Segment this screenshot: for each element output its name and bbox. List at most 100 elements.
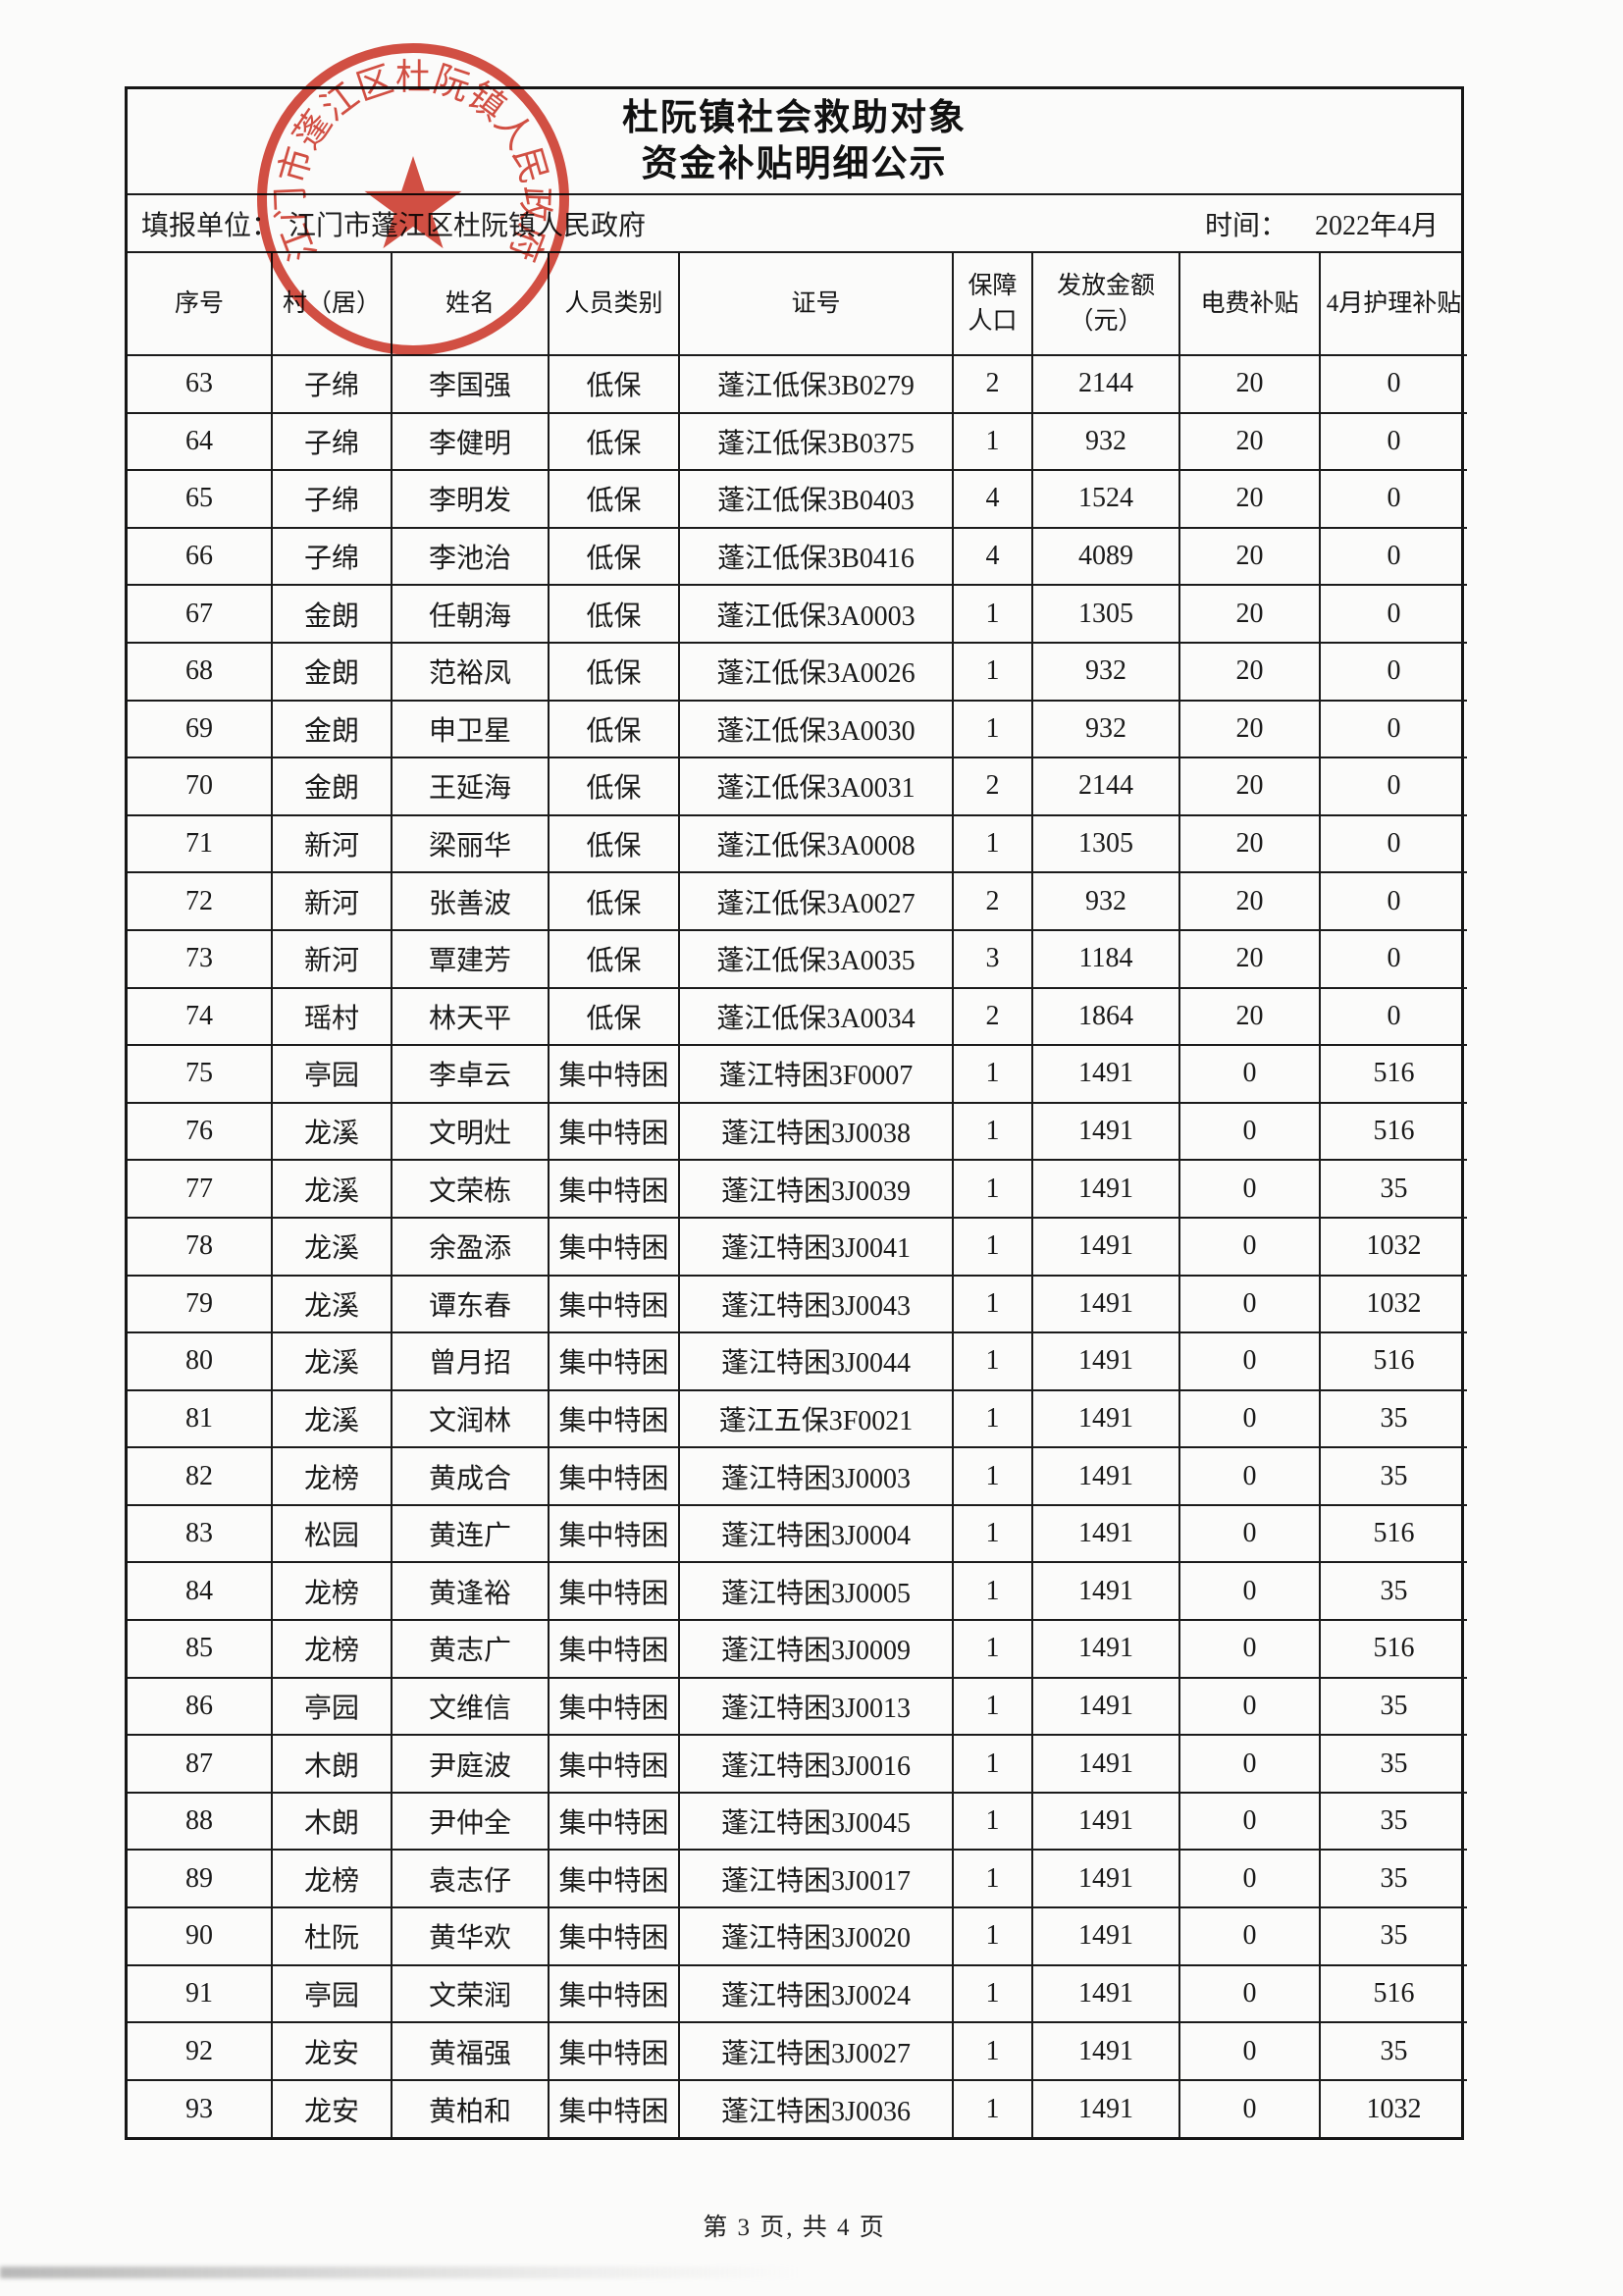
cell-electric-subsidy: 0	[1178, 1676, 1321, 1737]
table-row: 84 龙榜 黄逢裕 集中特困 蓬江特困3J0005 1 1491 0 35	[128, 1561, 1467, 1622]
cell-cert-id: 蓬江低保3B0279	[678, 354, 954, 414]
cell-village: 龙溪	[271, 1159, 393, 1219]
cell-name: 梁丽华	[391, 813, 550, 874]
cell-index: 78	[128, 1216, 273, 1277]
cell-electric-subsidy: 0	[1178, 1849, 1321, 1909]
cell-index: 63	[128, 354, 273, 414]
cell-cert-id: 蓬江低保3A0027	[678, 871, 954, 931]
cell-amount: 1524	[1031, 469, 1180, 529]
cell-cert-id: 蓬江低保3B0403	[678, 469, 954, 529]
cell-cert-id: 蓬江特困3J0017	[678, 1849, 954, 1909]
cell-index: 86	[128, 1676, 273, 1737]
cell-index: 76	[128, 1101, 273, 1162]
cell-village: 龙榜	[271, 1561, 393, 1622]
col-header-electric-subsidy: 电费补贴	[1178, 253, 1321, 356]
cell-index: 83	[128, 1503, 273, 1564]
cell-amount: 1491	[1031, 1906, 1180, 1966]
cell-cert-id: 蓬江特困3F0007	[678, 1044, 954, 1104]
cell-cert-id: 蓬江低保3B0375	[678, 411, 954, 472]
cell-nursing-subsidy: 516	[1319, 1963, 1467, 2024]
cell-amount: 1184	[1031, 928, 1180, 989]
cell-nursing-subsidy: 1032	[1319, 2078, 1467, 2138]
cell-nursing-subsidy: 0	[1319, 411, 1467, 472]
col-header-population: 保障人口	[952, 253, 1033, 356]
cell-index: 84	[128, 1561, 273, 1622]
cell-electric-subsidy: 0	[1178, 1791, 1321, 1852]
cell-population: 1	[952, 1044, 1033, 1104]
cell-electric-subsidy: 20	[1178, 757, 1321, 816]
cell-cert-id: 蓬江五保3F0021	[678, 1388, 954, 1449]
cell-population: 1	[952, 1216, 1033, 1277]
cell-cert-id: 蓬江特困3J0013	[678, 1676, 954, 1737]
cell-category: 集中特困	[548, 1274, 680, 1334]
cell-name: 余盈添	[391, 1216, 550, 1277]
cell-nursing-subsidy: 35	[1319, 1159, 1467, 1219]
cell-amount: 1491	[1031, 2078, 1180, 2138]
cell-electric-subsidy: 20	[1178, 871, 1321, 931]
col-header-village: 村（居）	[271, 253, 393, 356]
cell-index: 64	[128, 411, 273, 472]
cell-electric-subsidy: 0	[1178, 1503, 1321, 1564]
cell-name: 尹仲全	[391, 1791, 550, 1852]
cell-index: 71	[128, 813, 273, 874]
table-row: 81 龙溪 文润林 集中特困 蓬江五保3F0021 1 1491 0 35	[128, 1388, 1467, 1449]
cell-village: 亭园	[271, 1044, 393, 1104]
cell-amount: 932	[1031, 871, 1180, 931]
cell-category: 集中特困	[548, 1906, 680, 1966]
cell-village: 新河	[271, 871, 393, 931]
cell-cert-id: 蓬江特困3J0027	[678, 2021, 954, 2081]
cell-cert-id: 蓬江特困3J0004	[678, 1503, 954, 1564]
cell-electric-subsidy: 0	[1178, 2078, 1321, 2138]
cell-nursing-subsidy: 35	[1319, 1849, 1467, 1909]
cell-electric-subsidy: 0	[1178, 1388, 1321, 1449]
header-row: 序号 村（居） 姓名 人员类别 证号 保障人口 发放金额（元） 电费补贴 4月护理补贴	[128, 253, 1467, 356]
cell-electric-subsidy: 0	[1178, 1101, 1321, 1162]
col-header-nursing-subsidy: 4月护理补贴	[1319, 253, 1467, 356]
scan-artifact	[0, 2267, 800, 2278]
cell-amount: 932	[1031, 699, 1180, 759]
table-row: 89 龙榜 袁志仔 集中特困 蓬江特困3J0017 1 1491 0 35	[128, 1849, 1467, 1909]
cell-category: 集中特困	[548, 2021, 680, 2081]
cell-population: 1	[952, 2078, 1033, 2138]
cell-population: 3	[952, 928, 1033, 989]
table-row: 63 子绵 李国强 低保 蓬江低保3B0279 2 2144 20 0	[128, 354, 1467, 414]
cell-nursing-subsidy: 0	[1319, 813, 1467, 874]
filer-unit-value: 江门市蓬江区杜阮镇人民政府	[288, 210, 647, 241]
cell-population: 4	[952, 469, 1033, 529]
cell-village: 龙榜	[271, 1619, 393, 1679]
cell-index: 91	[128, 1963, 273, 2024]
cell-index: 85	[128, 1619, 273, 1679]
table-row: 82 龙榜 黄成合 集中特困 蓬江特困3J0003 1 1491 0 35	[128, 1446, 1467, 1506]
cell-village: 亭园	[271, 1676, 393, 1737]
cell-electric-subsidy: 20	[1178, 526, 1321, 587]
cell-index: 89	[128, 1849, 273, 1909]
table-row: 74 瑶村 林天平 低保 蓬江低保3A0034 2 1864 20 0	[128, 986, 1467, 1047]
page-number: 第 3 页, 共 4 页	[703, 2215, 886, 2241]
cell-electric-subsidy: 0	[1178, 1619, 1321, 1679]
cell-category: 集中特困	[548, 1216, 680, 1277]
cell-category: 集中特困	[548, 1101, 680, 1162]
cell-electric-subsidy: 20	[1178, 699, 1321, 759]
doc-title-line2: 资金补贴明细公示	[641, 144, 948, 184]
cell-village: 子绵	[271, 469, 393, 529]
cell-cert-id: 蓬江低保3A0003	[678, 584, 954, 644]
cell-nursing-subsidy: 1032	[1319, 1274, 1467, 1334]
cell-electric-subsidy: 0	[1178, 2021, 1321, 2081]
cell-electric-subsidy: 20	[1178, 928, 1321, 989]
cell-population: 1	[952, 1676, 1033, 1737]
cell-name: 李池治	[391, 526, 550, 587]
cell-village: 木朗	[271, 1734, 393, 1794]
cell-amount: 1305	[1031, 813, 1180, 874]
cell-name: 尹庭波	[391, 1734, 550, 1794]
cell-village: 金朗	[271, 757, 393, 816]
cell-population: 2	[952, 871, 1033, 931]
cell-cert-id: 蓬江特困3J0036	[678, 2078, 954, 2138]
cell-name: 黄逢裕	[391, 1561, 550, 1622]
cell-cert-id: 蓬江特困3J0041	[678, 1216, 954, 1277]
cell-category: 低保	[548, 986, 680, 1047]
cell-village: 杜阮	[271, 1906, 393, 1966]
table-row: 75 亭园 李卓云 集中特困 蓬江特困3F0007 1 1491 0 516	[128, 1044, 1467, 1104]
cell-cert-id: 蓬江低保3A0035	[678, 928, 954, 989]
cell-amount: 1491	[1031, 1503, 1180, 1564]
report-time-label: 时间：	[1205, 210, 1288, 241]
